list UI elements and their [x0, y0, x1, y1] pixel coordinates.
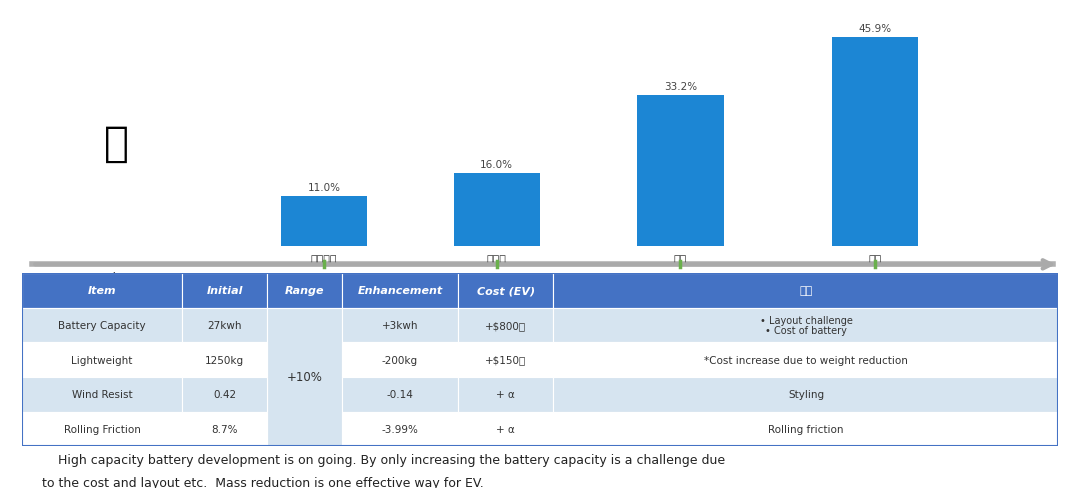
Text: 11.0%: 11.0% — [308, 183, 340, 193]
Text: -200kg: -200kg — [382, 355, 418, 365]
Text: Range150km: Range150km — [54, 272, 132, 285]
Bar — [458, 273, 553, 308]
Text: 电池容量: 电池容量 — [311, 255, 337, 265]
Bar — [553, 412, 1058, 447]
Bar — [183, 273, 268, 308]
Bar — [637, 95, 724, 246]
Text: +10%: +10% — [477, 272, 516, 285]
Bar — [458, 343, 553, 377]
Text: + α: + α — [497, 424, 515, 434]
Text: 27kwh: 27kwh — [207, 320, 242, 330]
Text: +3kwh: +3kwh — [382, 320, 418, 330]
Bar — [553, 377, 1058, 412]
Bar — [342, 273, 458, 308]
Bar — [268, 273, 342, 308]
Text: Rolling friction: Rolling friction — [768, 424, 843, 434]
Text: • Layout challenge: • Layout challenge — [759, 316, 852, 325]
Text: 🚗: 🚗 — [104, 123, 129, 165]
Bar — [553, 308, 1058, 343]
Text: 滚阱: 滚阱 — [868, 255, 881, 265]
Bar — [342, 343, 458, 377]
Bar — [22, 377, 183, 412]
Bar — [183, 377, 268, 412]
Text: 16.0%: 16.0% — [481, 160, 513, 170]
Bar — [183, 412, 268, 447]
Text: 备注: 备注 — [799, 285, 812, 296]
Text: to the cost and layout etc.  Mass reduction is one effective way for EV.: to the cost and layout etc. Mass reducti… — [42, 476, 484, 488]
Bar — [22, 308, 183, 343]
Text: 轻量化: 轻量化 — [487, 255, 507, 265]
Text: Rolling Friction: Rolling Friction — [64, 424, 140, 434]
Bar — [183, 308, 268, 343]
Text: *Cost increase due to weight reduction: *Cost increase due to weight reduction — [704, 355, 908, 365]
Text: + α: + α — [497, 389, 515, 400]
Text: +10%: +10% — [661, 272, 700, 285]
Bar — [458, 377, 553, 412]
Bar — [342, 412, 458, 447]
Text: 0.42: 0.42 — [213, 389, 237, 400]
Bar — [832, 38, 918, 246]
Text: Enhancement: Enhancement — [357, 285, 443, 296]
Text: 33.2%: 33.2% — [664, 82, 697, 92]
Text: Range: Range — [285, 285, 324, 296]
Text: Wind Resist: Wind Resist — [71, 389, 132, 400]
Text: Styling: Styling — [788, 389, 824, 400]
Text: 1250kg: 1250kg — [205, 355, 244, 365]
Text: Battery Capacity: Battery Capacity — [58, 320, 146, 330]
Bar — [22, 273, 183, 308]
Text: 45.9%: 45.9% — [859, 24, 891, 34]
Text: 8.7%: 8.7% — [212, 424, 238, 434]
Text: Cost (EV): Cost (EV) — [476, 285, 535, 296]
Bar — [342, 377, 458, 412]
Text: +$150元: +$150元 — [485, 355, 526, 365]
Text: -0.14: -0.14 — [387, 389, 414, 400]
Text: +$800元: +$800元 — [485, 320, 526, 330]
Bar — [553, 343, 1058, 377]
Text: 风阱: 风阱 — [674, 255, 687, 265]
Bar — [458, 308, 553, 343]
Bar — [281, 197, 367, 246]
Text: +10%: +10% — [286, 371, 323, 384]
Text: -3.99%: -3.99% — [381, 424, 418, 434]
Bar — [458, 412, 553, 447]
Bar — [454, 174, 540, 246]
Bar — [22, 412, 183, 447]
Text: • Cost of battery: • Cost of battery — [765, 325, 847, 335]
Bar — [268, 308, 342, 447]
Text: +10%: +10% — [305, 272, 343, 285]
Bar — [342, 308, 458, 343]
Text: +10%: +10% — [855, 272, 894, 285]
Bar — [22, 343, 183, 377]
Text: High capacity battery development is on going. By only increasing the battery ca: High capacity battery development is on … — [42, 453, 726, 466]
Text: Item: Item — [87, 285, 117, 296]
Bar — [553, 273, 1058, 308]
Text: Initial: Initial — [206, 285, 243, 296]
Bar — [183, 343, 268, 377]
Text: Lightweight: Lightweight — [71, 355, 133, 365]
